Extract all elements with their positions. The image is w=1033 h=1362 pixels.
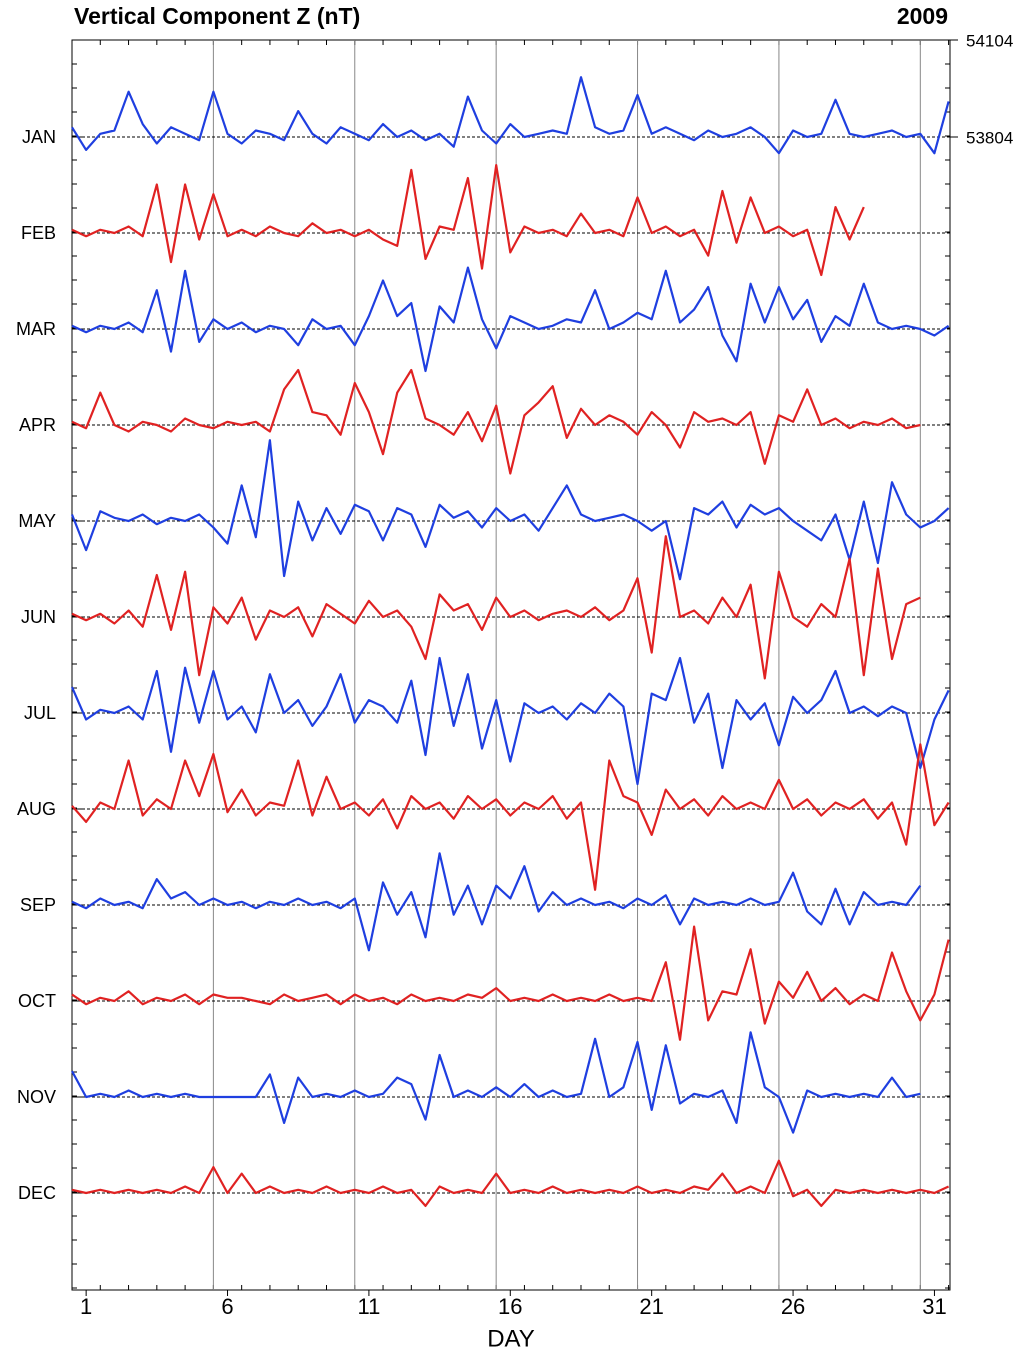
y-tick-label: 54104 — [966, 31, 1013, 50]
x-tick-label: 31 — [922, 1294, 946, 1319]
legend-label: SEP — [20, 895, 56, 915]
data-line — [71, 852, 922, 952]
data-line — [71, 266, 950, 373]
data-line — [70, 656, 950, 786]
data-line — [71, 76, 950, 155]
data-line — [71, 164, 865, 277]
legend-label: FEB — [21, 223, 56, 243]
x-tick-label: 26 — [781, 1294, 805, 1319]
y-tick-label: 53804 — [966, 128, 1013, 147]
data-line — [71, 925, 950, 1041]
x-tick-label: 1 — [80, 1294, 92, 1319]
legend-label: MAR — [16, 319, 56, 339]
x-tick-label: 21 — [639, 1294, 663, 1319]
data-line — [71, 368, 921, 475]
year-label: 2009 — [897, 3, 948, 29]
legend-label: JUL — [24, 703, 56, 723]
data-line — [71, 1031, 921, 1134]
data-line — [70, 439, 950, 581]
legend-label: MAY — [18, 511, 56, 531]
legend-label: NOV — [17, 1087, 56, 1107]
x-tick-label: 16 — [498, 1294, 522, 1319]
data-line — [71, 743, 950, 891]
legend-label: OCT — [18, 991, 56, 1011]
x-axis-label: DAY — [487, 1325, 535, 1352]
data-line — [71, 535, 921, 680]
legend-label: APR — [19, 415, 56, 435]
x-tick-label: 11 — [357, 1294, 380, 1319]
legend-label: DEC — [18, 1183, 56, 1203]
legend-label: JUN — [21, 607, 56, 627]
plot-frame — [71, 39, 951, 1291]
legend-label: AUG — [17, 799, 56, 819]
chart-title: Vertical Component Z (nT) — [74, 3, 360, 29]
x-tick-label: 6 — [221, 1294, 233, 1319]
legend-label: JAN — [22, 127, 56, 147]
data-line — [71, 1159, 950, 1207]
